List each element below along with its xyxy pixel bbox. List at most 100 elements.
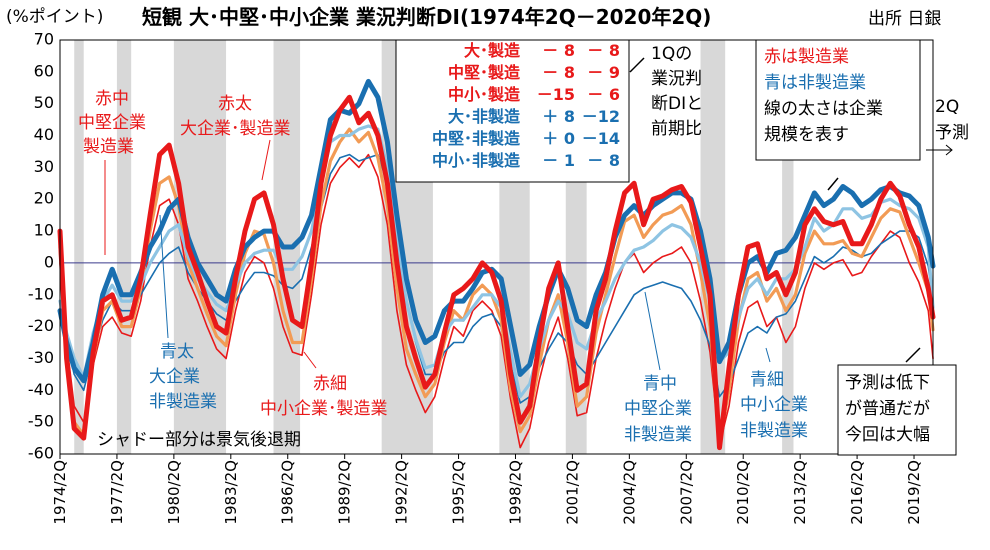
legend-row-value: －15 — [537, 85, 575, 104]
annotation-red-mid: 製造業 — [83, 137, 134, 157]
legend-row-label: 中堅･非製造 — [432, 129, 521, 148]
legend-note-line: 1Qの — [651, 44, 692, 64]
legend-row-value: － 1 — [542, 151, 575, 170]
legend-row-change: － 8 — [587, 41, 620, 60]
legend-row-change: － 8 — [587, 151, 620, 170]
annotation-red-thick: 赤太 — [218, 94, 252, 114]
annotation-red-mid: 赤中 — [95, 89, 129, 109]
legend-row-value: ＋ 0 — [542, 129, 575, 148]
y-tick-label: -60 — [28, 444, 54, 463]
y-tick-label: 40 — [34, 125, 54, 144]
color-note-line: 青は非製造業 — [764, 73, 866, 93]
legend-row-change: －14 — [582, 129, 620, 148]
legend-row-label: 中堅･製造 — [448, 63, 521, 82]
legend-row-change: － 9 — [587, 63, 620, 82]
forecast-label: 2Q — [935, 97, 959, 117]
forecast-note-box — [837, 364, 957, 456]
annotation-blue-mid: 中堅企業 — [624, 399, 692, 419]
x-axis: 1974/2Q 1977/2Q 1980/2Q 1983/2Q 1986/2Q 1989/… — [51, 454, 923, 525]
color-note-line: 線の太さは企業 — [764, 99, 883, 119]
x-tick-label: 2010/2Q — [734, 460, 752, 525]
x-tick-label: 1986/2Q — [279, 460, 297, 525]
annotation-red-mid: 中堅企業 — [78, 113, 146, 133]
series-line-blue-thin — [59, 153, 934, 404]
x-tick-label: 1998/2Q — [506, 460, 524, 525]
legend-note: 1Qの 業況判 断DIと 前期比 — [651, 44, 703, 139]
y-tick-label: -50 — [28, 412, 54, 431]
x-tick-label: 1989/2Q — [336, 460, 354, 525]
series-line-orange-mid — [58, 127, 935, 443]
legend-row-change: －12 — [582, 107, 620, 126]
source-label: 出所 日銀 — [868, 9, 941, 29]
x-tick-label: 2016/2Q — [848, 460, 866, 525]
forecast-note-line: 今回は大幅 — [845, 425, 930, 445]
forecast-arrow — [926, 144, 953, 156]
legend-row-label: 大･非製造 — [448, 107, 521, 126]
annotation-arrow — [159, 214, 169, 339]
arrow-to-line — [827, 177, 839, 191]
annotation-red-thick: 大企業･製造業 — [180, 119, 291, 139]
annotation-blue-thick: 青太 — [160, 342, 194, 362]
y-tick-label: -30 — [28, 348, 54, 367]
x-tick-label: 1977/2Q — [108, 460, 126, 525]
color-note-line: 赤は製造業 — [764, 47, 849, 67]
color-note-line: 規模を表す — [764, 125, 849, 145]
forecast-note-line: が普通だが — [845, 399, 930, 419]
y-tick-label: 50 — [34, 93, 54, 112]
series-line-red-thin — [59, 153, 934, 449]
annotation-blue-mid: 青中 — [643, 374, 677, 394]
forecast-note-arrow — [905, 347, 921, 363]
y-tick-label: -10 — [28, 284, 54, 303]
legend-row-value: － 8 — [542, 63, 575, 82]
annotation-blue-thin: 青細 — [750, 370, 784, 390]
series-lines — [57, 78, 936, 451]
legend-row-value: ＋ 8 — [542, 107, 575, 126]
legend-row-label: 中小･非製造 — [432, 151, 521, 170]
x-tick-label: 1992/2Q — [393, 460, 411, 525]
legend-note-line: 業況判 — [651, 69, 702, 89]
y-tick-label: 20 — [34, 189, 54, 208]
forecast-note-line: 予測は低下 — [845, 373, 930, 393]
annotation-arrow — [303, 351, 317, 369]
annotation-red-thin: 赤細 — [313, 374, 347, 394]
annotation-arrow — [261, 139, 271, 181]
x-tick-label: 1980/2Q — [165, 460, 183, 525]
legend-note-line: 断DIと — [651, 94, 703, 114]
forecast-label: 予測 — [935, 123, 969, 143]
annotation-arrow — [644, 291, 661, 371]
y-tick-label: 0 — [44, 252, 54, 271]
y-tick-label: 30 — [34, 157, 54, 176]
legend-row-value: － 8 — [542, 41, 575, 60]
x-tick-label: 1974/2Q — [51, 460, 69, 525]
legend-box — [395, 39, 630, 183]
annotation-arrow — [765, 347, 771, 363]
unit-label: (%ポイント) — [6, 7, 103, 27]
x-tick-label: 2001/2Q — [563, 460, 581, 525]
x-tick-label: 2019/2Q — [905, 460, 923, 525]
x-tick-label: 1983/2Q — [222, 460, 240, 525]
annotation-blue-thin: 非製造業 — [740, 421, 808, 441]
y-axis: 70 60 50 40 30 20 10 0 -10 -20 -30 -40 -50 -60 — [28, 30, 54, 463]
x-tick-label: 2004/2Q — [620, 460, 638, 525]
series-line-red-thick — [57, 94, 936, 451]
legend-note-line: 前期比 — [651, 119, 702, 139]
chart-title: 短観 大･中堅･中小企業 業況判断DI(1974年2Q－2020年2Q) — [142, 5, 711, 29]
shade-note: シャドー部分は景気後退期 — [97, 430, 301, 450]
y-tick-label: 60 — [34, 61, 54, 80]
y-tick-label: -20 — [28, 316, 54, 335]
recession-band — [116, 40, 132, 454]
legend-note-arrow — [629, 57, 645, 73]
annotation-blue-thick: 非製造業 — [149, 392, 217, 412]
series-line-blue-thick — [57, 78, 936, 384]
annotation-blue-thin: 中小企業 — [740, 395, 808, 415]
y-tick-label: -40 — [28, 380, 54, 399]
legend-row-change: － 6 — [587, 85, 620, 104]
annotation-blue-mid: 非製造業 — [624, 425, 692, 445]
legend-row-label: 大･製造 — [464, 41, 521, 60]
annotation-blue-thick: 大企業 — [149, 367, 200, 387]
color-note-box — [755, 39, 921, 161]
legend-rows: 大･製造 － 8 － 8 中堅･製造 － 8 － 9 中小･製造 －15 － 6 大･非製造 ＋ 8… — [432, 41, 620, 170]
x-tick-label: 1995/2Q — [450, 460, 468, 525]
y-tick-label: 70 — [34, 30, 54, 49]
